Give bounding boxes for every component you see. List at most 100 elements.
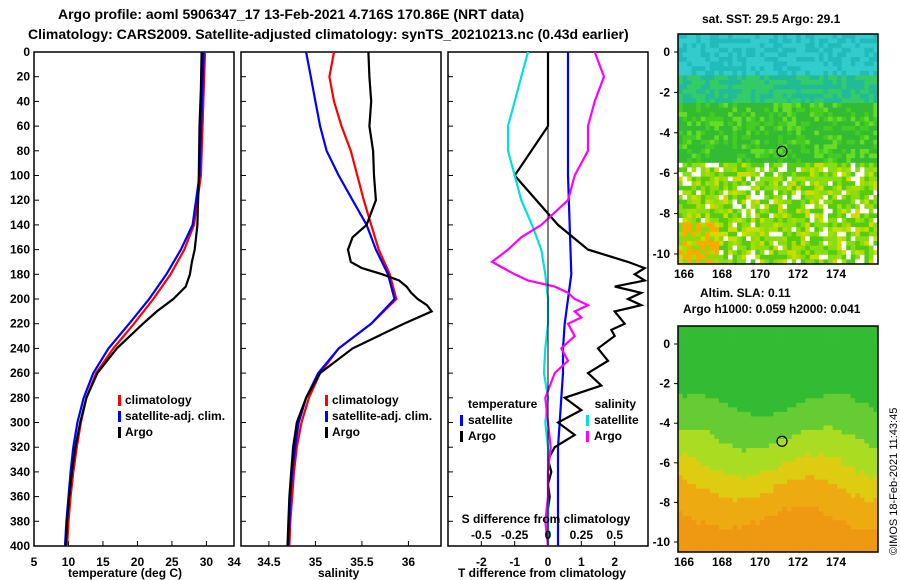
sst-map-cell (759, 84, 765, 90)
sla-map-cell (850, 362, 856, 368)
sst-map-cell (723, 222, 729, 228)
sst-map-cell (759, 34, 765, 39)
sla-map-cell (859, 457, 865, 462)
sst-map-cell (814, 121, 820, 127)
sla-map-cell (737, 348, 743, 354)
sla-map-cell (678, 366, 683, 372)
sst-map-cell (728, 254, 733, 260)
sst-map-cell (682, 227, 688, 233)
sst-map-cell (796, 236, 802, 242)
sla-map-cell (732, 452, 738, 458)
sst-map-cell (814, 241, 820, 246)
sst-map-cell (755, 162, 761, 168)
sla-map-cell (732, 371, 738, 377)
sst-map-cell (728, 112, 733, 118)
sst-map-cell (855, 66, 861, 72)
sla-map-cell (846, 520, 852, 526)
sla-map-cell (837, 380, 843, 386)
sla-map-cell (764, 402, 770, 408)
sst-map-cell (855, 98, 861, 104)
sst-map-cell (741, 254, 747, 260)
sst-map-cell (800, 57, 806, 62)
sla-map-cell (818, 416, 824, 422)
sla-map-cell (709, 384, 715, 390)
sla-map-cell (787, 506, 793, 512)
sst-map-cell (709, 98, 715, 104)
sla-map-cell (855, 335, 861, 340)
sla-map-cell (859, 511, 865, 517)
sla-map-cell (864, 330, 870, 336)
sst-map-cell (705, 185, 711, 191)
sla-map-cell (755, 457, 761, 462)
sla-map-cell (814, 524, 820, 530)
sst-map-cell (750, 185, 756, 191)
sla-map-cell (823, 330, 829, 336)
sla-map-cell (723, 344, 729, 349)
sla-map-cell (759, 443, 765, 449)
sla-map-cell (718, 389, 724, 395)
sla-map-cell (732, 493, 738, 499)
sst-map-cell (800, 98, 806, 104)
sla-map-cell (691, 439, 697, 444)
sst-map-cell (796, 80, 802, 85)
sst-map-cell (764, 208, 770, 214)
sst-map-cell (796, 93, 802, 99)
sla-map-cell (682, 380, 688, 386)
sla-map-cell (800, 448, 806, 453)
sst-map-cell (764, 43, 770, 49)
sla-map-cell (791, 515, 797, 521)
sla-map-cell (741, 380, 747, 386)
sla-map-cell (800, 371, 806, 377)
sst-map-cell (782, 34, 788, 39)
sla-map-cell (832, 524, 838, 530)
sst-map-cell (723, 241, 729, 246)
sst-map-cell (868, 213, 874, 219)
sst-map-cell (864, 112, 870, 118)
sst-map-cell (805, 116, 811, 122)
sst-map-cell (759, 144, 765, 150)
sla-map-cell (700, 429, 706, 435)
sla-map-cell (782, 420, 788, 426)
sst-map-cell (773, 167, 779, 173)
sst-map-cell (718, 144, 724, 150)
sla-map-cell (718, 425, 724, 431)
sla-map-cell (814, 384, 820, 390)
sla-map-cell (859, 547, 865, 553)
sla-map-cell (805, 371, 811, 377)
sla-map-cell (687, 484, 693, 490)
sst-map-cell (718, 172, 724, 177)
sst-map-cell (837, 144, 843, 150)
sst-map-cell (718, 112, 724, 118)
sla-map-cell (768, 434, 774, 440)
sla-map-cell (682, 547, 688, 553)
sst-map-cell (741, 89, 747, 95)
sst-map-cell (800, 241, 806, 246)
sst-map-cell (773, 227, 779, 233)
sst-map-cell (737, 153, 743, 159)
sla-map-cell (782, 488, 788, 494)
sst-map-cell (818, 139, 824, 145)
sst-map-cell (764, 259, 770, 265)
sst-map-cell (778, 80, 783, 85)
sla-map-cell (728, 330, 733, 336)
sst-map-cell (768, 43, 774, 49)
sst-map-cell (791, 121, 797, 127)
sla-map-cell (782, 335, 788, 340)
sst-map-cell (700, 144, 706, 150)
sla-map-cell (764, 488, 770, 494)
sst-map-cell (709, 222, 715, 228)
sla-map-cell (873, 448, 879, 453)
sst-map-cell (709, 34, 715, 39)
sla-map-cell (828, 380, 833, 386)
climatology-title: Climatology: CARS2009. Satellite-adjuste… (28, 26, 629, 42)
sla-map-cell (718, 484, 724, 490)
sst-map-cell (778, 57, 783, 62)
sla-map-cell (768, 330, 774, 336)
sst-map-cell (823, 89, 829, 95)
sla-map-cell (796, 326, 802, 331)
sst-map-cell (773, 38, 779, 44)
sla-map-cell (828, 520, 833, 526)
sst-map-cell (805, 241, 811, 246)
sla-map-cell (855, 524, 861, 530)
sst-map-cell (805, 61, 811, 67)
